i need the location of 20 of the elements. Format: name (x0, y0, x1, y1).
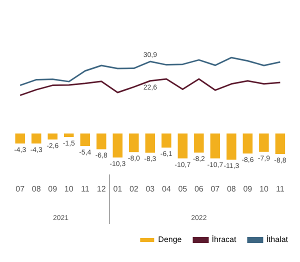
x-tick-label: 06 (194, 184, 204, 194)
x-tick-label: 09 (243, 184, 253, 194)
x-tick-label: 09 (48, 184, 58, 194)
x-tick-label: 11 (80, 184, 90, 194)
x-tick-label: 08 (32, 184, 42, 194)
x-tick-label: 02 (129, 184, 139, 194)
legend-label: Denge (158, 235, 182, 244)
x-tick-label: 12 (96, 184, 106, 194)
x-tick-label: 08 (226, 184, 236, 194)
x-tick-label: 05 (178, 184, 188, 194)
x-tick-label: 11 (276, 184, 285, 194)
x-tick-label: 03 (146, 184, 156, 194)
legend-label: İhracat (212, 235, 237, 244)
x-tick-label: 04 (162, 184, 172, 194)
x-tick-label: 01 (113, 184, 123, 194)
x-tick-label: 07 (210, 184, 220, 194)
x-tick-label: 10 (259, 184, 269, 194)
legend-label: İthalat (266, 235, 289, 244)
x-tick-label: 07 (16, 184, 26, 194)
x-tick-label: 10 (64, 184, 74, 194)
